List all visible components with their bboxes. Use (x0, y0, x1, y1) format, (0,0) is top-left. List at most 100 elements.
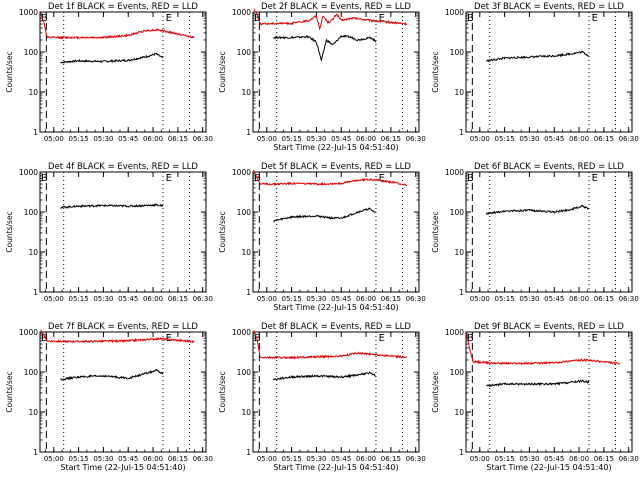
chart-title: Det 3f BLACK = Events, RED = LLD (474, 2, 624, 12)
plot-frame (39, 11, 207, 133)
y-tick-label: 1000 (445, 328, 464, 337)
begin-marker: B (467, 173, 474, 184)
y-tick-label: 1000 (19, 328, 38, 337)
series-events-line (486, 50, 589, 63)
x-tick-label: 06:30 (406, 135, 426, 143)
x-axis-label: Start Time (22-Jul-15 04:51:40) (60, 463, 185, 472)
x-tick-label: 06:30 (619, 295, 639, 303)
x-tick-label: 05:00 (257, 455, 277, 463)
x-tick-label: 06:15 (381, 295, 401, 303)
x-tick-label: 06:00 (356, 135, 376, 143)
plot-frame (252, 331, 420, 453)
x-tick-label: 06:00 (356, 455, 376, 463)
x-tick-label: 06:15 (381, 135, 401, 143)
y-tick-label: 1 (246, 288, 251, 297)
x-tick-label: 05:45 (544, 295, 564, 303)
end-marker: E (166, 173, 172, 184)
x-tick-label: 05:45 (544, 135, 564, 143)
y-tick-label: 10 (28, 248, 38, 257)
series-events-line (273, 207, 377, 223)
series-events-line (60, 368, 164, 381)
series-events-line (60, 203, 164, 209)
y-axis-label: Counts/sec (431, 371, 440, 412)
begin-marker: B (41, 173, 48, 184)
x-tick-label: 06:30 (619, 135, 639, 143)
chart-panel-1: Det 1f BLACK = Events, RED = LLD 1 10 100 10… (5, 2, 213, 143)
begin-marker: B (41, 13, 48, 24)
begin-marker: B (467, 13, 474, 24)
x-tick-label: 06:15 (168, 295, 188, 303)
x-tick-label: 05:00 (44, 135, 64, 143)
x-axis-label: Start Time (22-Jul-15 04:51:40) (273, 303, 398, 312)
x-tick-label: 05:45 (118, 455, 138, 463)
x-tick-label: 06:00 (143, 455, 163, 463)
series-lld-line (253, 169, 408, 187)
x-tick-label: 05:30 (306, 295, 326, 303)
y-tick-label: 100 (24, 208, 39, 217)
x-tick-label: 06:15 (594, 295, 614, 303)
chart-panel-9: Det 9f BLACK = Events, RED = LLD 1 10 100 10… (431, 322, 639, 472)
x-tick-label: 05:30 (93, 455, 113, 463)
chart-title: Det 8f BLACK = Events, RED = LLD (261, 322, 411, 332)
y-tick-label: 1 (459, 128, 464, 137)
x-tick-label: 06:15 (168, 455, 188, 463)
x-tick-label: 05:00 (44, 295, 64, 303)
plot-frame (252, 171, 420, 293)
plot-frame (39, 171, 207, 293)
x-tick-label: 06:00 (569, 135, 589, 143)
chart-title: Det 2f BLACK = Events, RED = LLD (261, 2, 411, 12)
x-tick-label: 06:30 (193, 135, 213, 143)
chart-panel-5: Det 5f BLACK = Events, RED = LLD 1 10 100 10… (218, 162, 426, 312)
y-axis-label: Counts/sec (218, 51, 227, 92)
x-tick-label: 05:00 (470, 455, 490, 463)
x-tick-label: 05:15 (282, 455, 302, 463)
x-tick-label: 06:15 (381, 455, 401, 463)
begin-marker: B (254, 13, 261, 24)
x-tick-label: 05:45 (118, 135, 138, 143)
x-tick-label: 05:30 (519, 455, 539, 463)
y-tick-label: 1000 (19, 168, 38, 177)
y-tick-label: 100 (450, 208, 465, 217)
x-tick-label: 06:30 (406, 455, 426, 463)
series-events-line (273, 35, 377, 61)
plot-frame (39, 331, 207, 453)
x-tick-label: 06:00 (356, 295, 376, 303)
x-tick-label: 05:00 (470, 295, 490, 303)
x-tick-label: 05:15 (495, 455, 515, 463)
y-tick-label: 1 (33, 288, 38, 297)
series-events-line (272, 371, 377, 381)
y-axis-label: Counts/sec (218, 371, 227, 412)
x-tick-label: 05:00 (257, 135, 277, 143)
x-tick-label: 05:00 (44, 455, 64, 463)
x-tick-label: 05:15 (282, 295, 302, 303)
y-axis-label: Counts/sec (431, 51, 440, 92)
end-marker: E (592, 13, 598, 24)
y-tick-label: 1000 (445, 8, 464, 17)
series-events-line (486, 379, 590, 387)
x-tick-label: 05:45 (544, 455, 564, 463)
end-marker: E (166, 13, 172, 24)
y-tick-label: 100 (24, 48, 39, 57)
begin-marker: B (467, 333, 474, 344)
series-lld-line (253, 330, 408, 360)
x-tick-label: 06:15 (168, 135, 188, 143)
plot-frame (252, 11, 420, 133)
x-tick-label: 06:30 (619, 455, 639, 463)
y-tick-label: 10 (454, 248, 464, 257)
end-marker: E (379, 333, 385, 344)
x-tick-label: 06:15 (594, 455, 614, 463)
chart-panel-3: Det 3f BLACK = Events, RED = LLD 1 10 100 10… (431, 2, 639, 143)
x-tick-label: 06:15 (594, 135, 614, 143)
y-axis-label: Counts/sec (5, 211, 14, 252)
y-tick-label: 10 (241, 408, 251, 417)
y-axis-label: Counts/sec (431, 211, 440, 252)
y-tick-label: 1 (33, 448, 38, 457)
chart-title: Det 4f BLACK = Events, RED = LLD (48, 162, 198, 172)
x-tick-label: 05:15 (495, 135, 515, 143)
series-lld-line (40, 11, 195, 40)
x-axis-label: Start Time (22-Jul-15 04:51:40) (273, 463, 398, 472)
x-axis-label: Start Time (22-Jul-15 04:51:40) (273, 143, 398, 152)
y-tick-label: 1 (33, 128, 38, 137)
x-tick-label: 05:45 (331, 455, 351, 463)
y-tick-label: 10 (241, 248, 251, 257)
